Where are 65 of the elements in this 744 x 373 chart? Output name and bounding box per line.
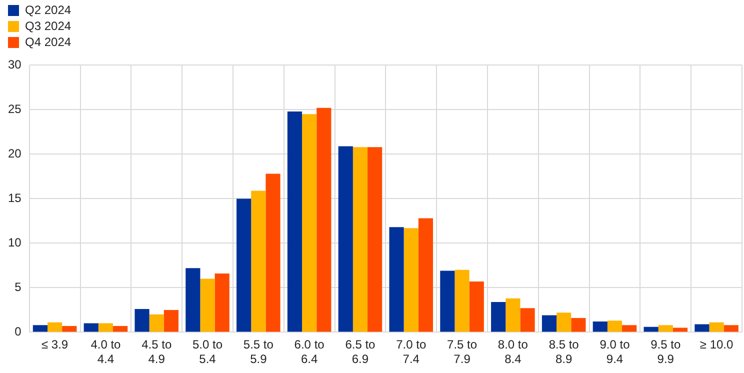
bar bbox=[622, 325, 637, 332]
bar bbox=[658, 325, 673, 332]
y-tick-label: 0 bbox=[14, 324, 22, 339]
x-tick-label: 7.5 to 7.9 bbox=[447, 338, 478, 366]
bar bbox=[520, 308, 535, 332]
bar bbox=[266, 174, 280, 332]
bar bbox=[644, 326, 658, 332]
bar bbox=[352, 147, 368, 332]
bar bbox=[724, 325, 738, 332]
bar bbox=[98, 323, 113, 332]
bar bbox=[709, 322, 724, 332]
bar bbox=[186, 268, 200, 332]
x-tick-label: 6.0 to 6.4 bbox=[294, 338, 325, 366]
bar bbox=[236, 198, 252, 332]
x-tick-label: 8.0 to 8.4 bbox=[498, 338, 528, 366]
x-tick-label: 7.0 to 7.4 bbox=[396, 338, 426, 366]
bar bbox=[694, 324, 710, 332]
bar bbox=[32, 325, 48, 332]
y-tick-label: 15 bbox=[8, 191, 22, 206]
legend-label: Q3 2024 bbox=[25, 19, 72, 33]
bar bbox=[214, 273, 230, 332]
bar bbox=[454, 270, 470, 332]
bar bbox=[113, 326, 128, 332]
bar bbox=[418, 218, 434, 332]
bar bbox=[149, 314, 164, 332]
bar bbox=[48, 322, 62, 332]
x-tick-label: ≤ 3.9 bbox=[41, 338, 68, 352]
bar bbox=[506, 298, 520, 332]
bar bbox=[62, 326, 77, 332]
y-tick-label: 5 bbox=[14, 280, 22, 294]
bar bbox=[287, 111, 302, 332]
x-tick-label: 4.5 to 4.9 bbox=[142, 338, 172, 366]
x-tick-label: 5.5 to 5.9 bbox=[243, 338, 274, 366]
bar bbox=[440, 270, 455, 332]
x-tick-label: ≥ 10.0 bbox=[700, 338, 734, 352]
y-tick-label: 20 bbox=[8, 146, 22, 161]
y-tick-label: 30 bbox=[8, 58, 22, 72]
bar bbox=[200, 278, 215, 332]
bar bbox=[302, 114, 317, 332]
x-tick-label: 8.5 to 8.9 bbox=[548, 338, 580, 366]
bar bbox=[592, 322, 608, 332]
bar bbox=[542, 315, 557, 332]
bar bbox=[251, 190, 266, 332]
bar bbox=[84, 323, 98, 332]
bar bbox=[571, 318, 586, 332]
bar bbox=[368, 147, 382, 332]
x-tick-label: 9.5 to 9.9 bbox=[650, 338, 681, 366]
bar bbox=[469, 281, 484, 332]
bar bbox=[404, 228, 418, 332]
bar bbox=[316, 108, 332, 332]
y-tick-label: 10 bbox=[8, 236, 22, 250]
y-tick-label: 25 bbox=[8, 102, 22, 116]
bar bbox=[389, 227, 404, 332]
x-tick-label: 5.0 to 5.4 bbox=[192, 338, 223, 366]
bar bbox=[338, 146, 353, 332]
bar bbox=[164, 310, 178, 332]
bar bbox=[491, 302, 506, 332]
bar bbox=[134, 309, 150, 332]
legend-label: Q2 2024 bbox=[25, 3, 72, 17]
x-tick-label: 6.5 to 6.9 bbox=[345, 338, 376, 366]
x-tick-label: 4.0 to 4.4 bbox=[90, 338, 122, 366]
bar bbox=[556, 312, 572, 332]
bar bbox=[607, 320, 622, 332]
x-tick-label: 9.0 to 9.4 bbox=[600, 338, 630, 366]
legend-label: Q4 2024 bbox=[25, 35, 72, 49]
